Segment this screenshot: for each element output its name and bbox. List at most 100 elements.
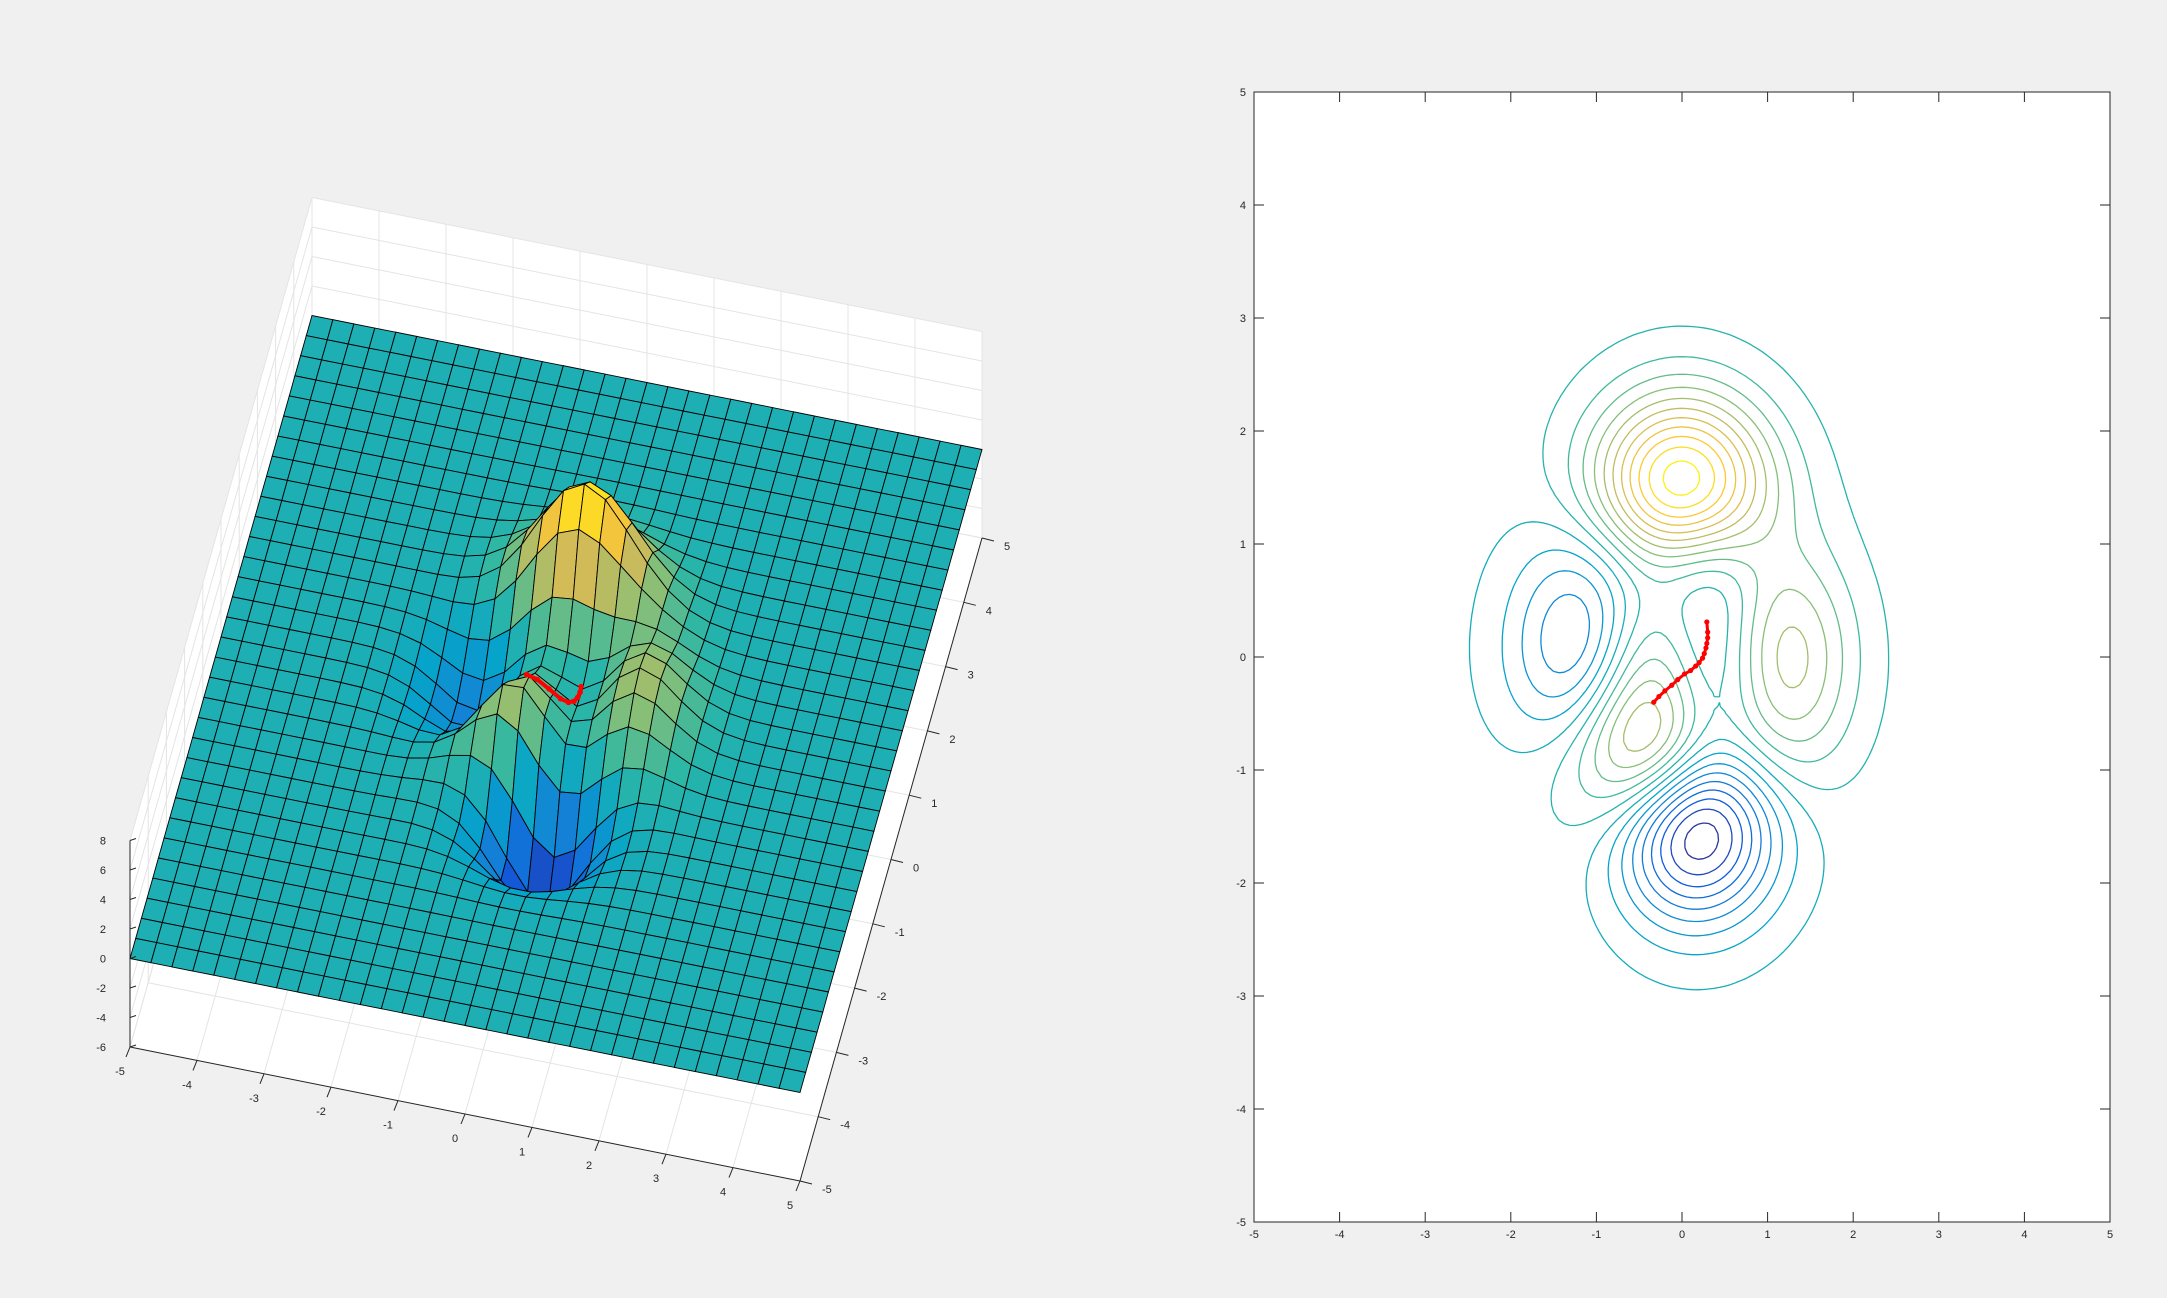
y-tick-label: 3 <box>1240 313 1246 325</box>
x-tick <box>795 1180 801 1192</box>
contour-lines <box>1468 325 1890 991</box>
surface-plot[interactable]: -5 -4 -3 -2 -1 0 1 2 3 4 5 -5 -4 -3 -2 -1 0 1 2 3 4 5 -6 -4 -2 0 2… <box>96 197 1010 1213</box>
contour-line <box>1638 435 1727 518</box>
contour-path-point <box>1662 688 1668 694</box>
y-tick <box>927 730 940 735</box>
contour-line <box>1567 356 1862 799</box>
contour-line <box>1641 780 1762 910</box>
x-tick-label: 2 <box>586 1160 592 1172</box>
x-tick-label: 2 <box>1850 1229 1856 1241</box>
y-tick <box>836 1051 849 1056</box>
surface-mesh <box>129 314 983 1094</box>
contour-line <box>1662 460 1701 496</box>
y-tick-label: 2 <box>1240 426 1246 438</box>
y-tick <box>818 1116 831 1121</box>
gridline <box>311 285 983 421</box>
z-tick-label: 8 <box>100 836 106 848</box>
contour-line <box>1629 426 1737 526</box>
y-tick-label: 5 <box>1004 541 1010 553</box>
surface-path-point <box>574 694 581 701</box>
surface-path-point <box>523 671 530 678</box>
y-tick <box>909 794 922 799</box>
y-tick <box>799 1180 813 1185</box>
contour-path-point <box>1687 667 1694 674</box>
contour-line <box>1650 789 1753 899</box>
surface-path-point <box>534 676 540 683</box>
x-tick-label: -3 <box>249 1093 259 1105</box>
y-tick-label: 3 <box>968 670 974 682</box>
contour-line <box>1670 808 1733 876</box>
surface-path-point <box>557 695 564 702</box>
contour-tick-labels: -5 -4 -3 -2 -1 0 1 2 3 4 5 -5 -4 -3 -2 -1 0 1 2 3 4 5 <box>1236 87 2113 1241</box>
z-tick-label: 2 <box>100 924 106 936</box>
z-tick-label: 0 <box>100 954 106 966</box>
x-tick-label: 3 <box>1936 1229 1942 1241</box>
y-tick <box>890 859 904 863</box>
x-tick-label: -2 <box>316 1106 326 1118</box>
y-tick-label: -4 <box>840 1120 850 1132</box>
y-tick-label: 1 <box>1240 539 1246 551</box>
z-tick <box>129 1015 137 1018</box>
y-tick-label: 1 <box>931 798 937 810</box>
surface-tick-labels: -5 -4 -3 -2 -1 0 1 2 3 4 5 -5 -4 -3 -2 -1 0 1 2 3 4 5 -6 -4 -2 0 2… <box>96 537 1010 1212</box>
z-tick-label: 4 <box>100 895 106 907</box>
x-tick <box>460 1113 466 1125</box>
x-tick-label: -3 <box>1420 1229 1430 1241</box>
surface-path-point <box>578 683 584 690</box>
x-tick <box>192 1060 198 1071</box>
x-tick <box>326 1087 332 1098</box>
x-tick-label: -4 <box>1335 1229 1345 1241</box>
contour-path-point <box>1705 635 1711 641</box>
x-tick-label: 5 <box>2107 1229 2113 1241</box>
y-tick-label: 2 <box>949 734 955 746</box>
contour-path-point <box>1704 619 1710 625</box>
contour-path-point <box>1681 671 1688 677</box>
z-tick <box>129 897 137 900</box>
contour-path-point <box>1704 640 1710 647</box>
x-tick <box>594 1140 600 1151</box>
z-tick-label: -2 <box>96 983 106 995</box>
x-tick <box>728 1167 734 1178</box>
gridline <box>311 226 983 362</box>
gridline <box>129 285 313 930</box>
y-tick-label: 5 <box>1240 87 1246 99</box>
x-tick-label: -2 <box>1506 1229 1516 1241</box>
contour-line <box>1593 386 1828 769</box>
z-tick-label: -6 <box>96 1042 106 1054</box>
y-tick-label: 4 <box>986 605 992 617</box>
gridline <box>129 226 313 871</box>
contour-line <box>1582 373 1844 783</box>
z-tick-label: -4 <box>96 1013 106 1025</box>
contour-path-point <box>1699 655 1706 661</box>
x-tick-label: -1 <box>383 1120 393 1132</box>
contour-line <box>1612 407 1757 542</box>
x-tick <box>259 1073 265 1084</box>
x-tick-label: 0 <box>452 1133 458 1145</box>
contour-plot[interactable]: -5 -4 -3 -2 -1 0 1 2 3 4 5 -5 -4 -3 -2 -1 0 1 2 3 4 5 <box>1236 87 2113 1241</box>
contour-path-point <box>1693 663 1699 669</box>
y-tick <box>981 537 995 542</box>
x-tick-label: 4 <box>2021 1229 2027 1241</box>
gridline <box>129 197 313 841</box>
z-tick <box>129 838 137 841</box>
contour-path-point <box>1675 677 1681 683</box>
y-tick-label: 4 <box>1240 200 1246 212</box>
contour-path-point <box>1703 645 1709 651</box>
x-tick-label: -5 <box>115 1066 125 1078</box>
y-tick-label: -1 <box>895 927 905 939</box>
z-tick <box>129 867 137 871</box>
y-tick-label: 0 <box>913 863 919 875</box>
contour-line <box>1603 397 1809 752</box>
y-tick-label: -3 <box>1236 991 1246 1003</box>
x-tick-label: 4 <box>720 1187 726 1199</box>
gridline <box>148 982 819 1118</box>
y-tick <box>963 601 976 606</box>
y-tick-label: -2 <box>877 991 887 1003</box>
y-tick <box>872 923 885 928</box>
surface-path-point <box>565 699 572 706</box>
x-tick-label: -5 <box>1249 1229 1259 1241</box>
contour-path-point <box>1651 699 1657 705</box>
contour-line <box>1542 325 1890 827</box>
x-tick <box>527 1127 533 1138</box>
